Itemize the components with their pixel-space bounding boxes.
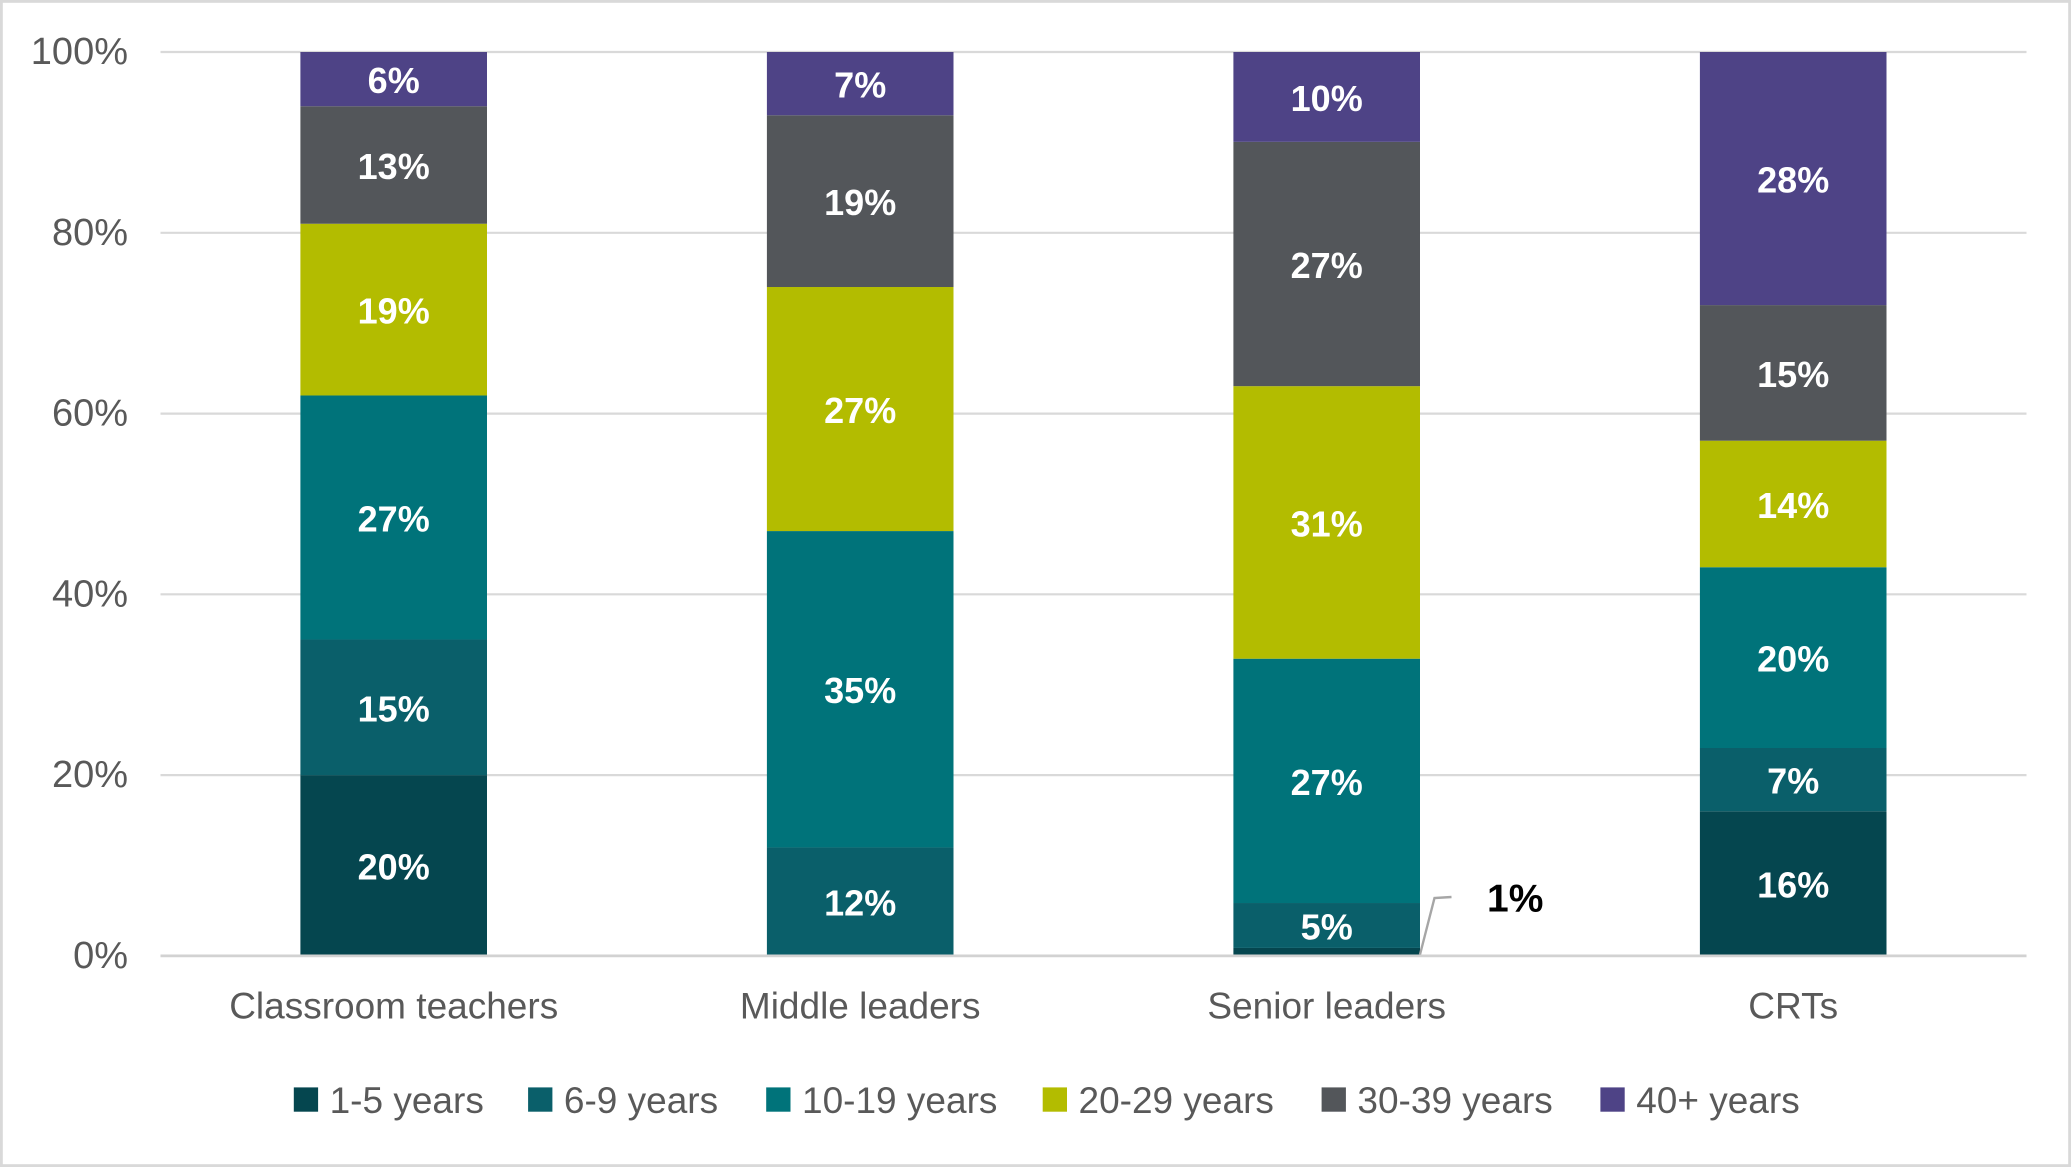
svg-text:1-5 years: 1-5 years (330, 1080, 484, 1121)
svg-text:12%: 12% (824, 883, 896, 924)
svg-text:40+ years: 40+ years (1636, 1080, 1800, 1121)
svg-text:13%: 13% (358, 146, 430, 187)
svg-text:19%: 19% (358, 291, 430, 332)
svg-text:0%: 0% (73, 935, 128, 977)
svg-text:Classroom teachers: Classroom teachers (229, 986, 558, 1027)
svg-text:20%: 20% (358, 847, 430, 888)
svg-text:28%: 28% (1757, 160, 1829, 201)
svg-text:31%: 31% (1291, 503, 1363, 544)
svg-text:27%: 27% (1291, 762, 1363, 803)
svg-text:10-19 years: 10-19 years (802, 1080, 997, 1121)
svg-text:5%: 5% (1301, 907, 1353, 948)
svg-text:10%: 10% (1291, 78, 1363, 119)
svg-text:35%: 35% (824, 670, 896, 711)
svg-text:6%: 6% (368, 60, 420, 101)
svg-text:20%: 20% (52, 754, 128, 796)
svg-text:80%: 80% (52, 212, 128, 254)
svg-text:Middle leaders: Middle leaders (740, 986, 981, 1027)
svg-text:19%: 19% (824, 182, 896, 223)
svg-text:40%: 40% (52, 573, 128, 615)
svg-text:27%: 27% (1291, 245, 1363, 286)
svg-text:14%: 14% (1757, 485, 1829, 526)
svg-text:20-29 years: 20-29 years (1079, 1080, 1274, 1121)
svg-text:7%: 7% (1767, 761, 1819, 802)
svg-text:6-9 years: 6-9 years (564, 1080, 718, 1121)
svg-text:CRTs: CRTs (1748, 986, 1838, 1027)
svg-text:7%: 7% (834, 65, 886, 106)
svg-text:Senior leaders: Senior leaders (1207, 986, 1446, 1027)
svg-text:15%: 15% (358, 688, 430, 729)
svg-text:1%: 1% (1487, 878, 1543, 921)
svg-text:15%: 15% (1757, 354, 1829, 395)
svg-text:20%: 20% (1757, 639, 1829, 680)
svg-text:27%: 27% (358, 499, 430, 540)
svg-text:30-39 years: 30-39 years (1357, 1080, 1552, 1121)
svg-text:27%: 27% (824, 390, 896, 431)
svg-text:16%: 16% (1757, 865, 1829, 906)
svg-text:60%: 60% (52, 393, 128, 435)
svg-text:100%: 100% (31, 31, 128, 73)
